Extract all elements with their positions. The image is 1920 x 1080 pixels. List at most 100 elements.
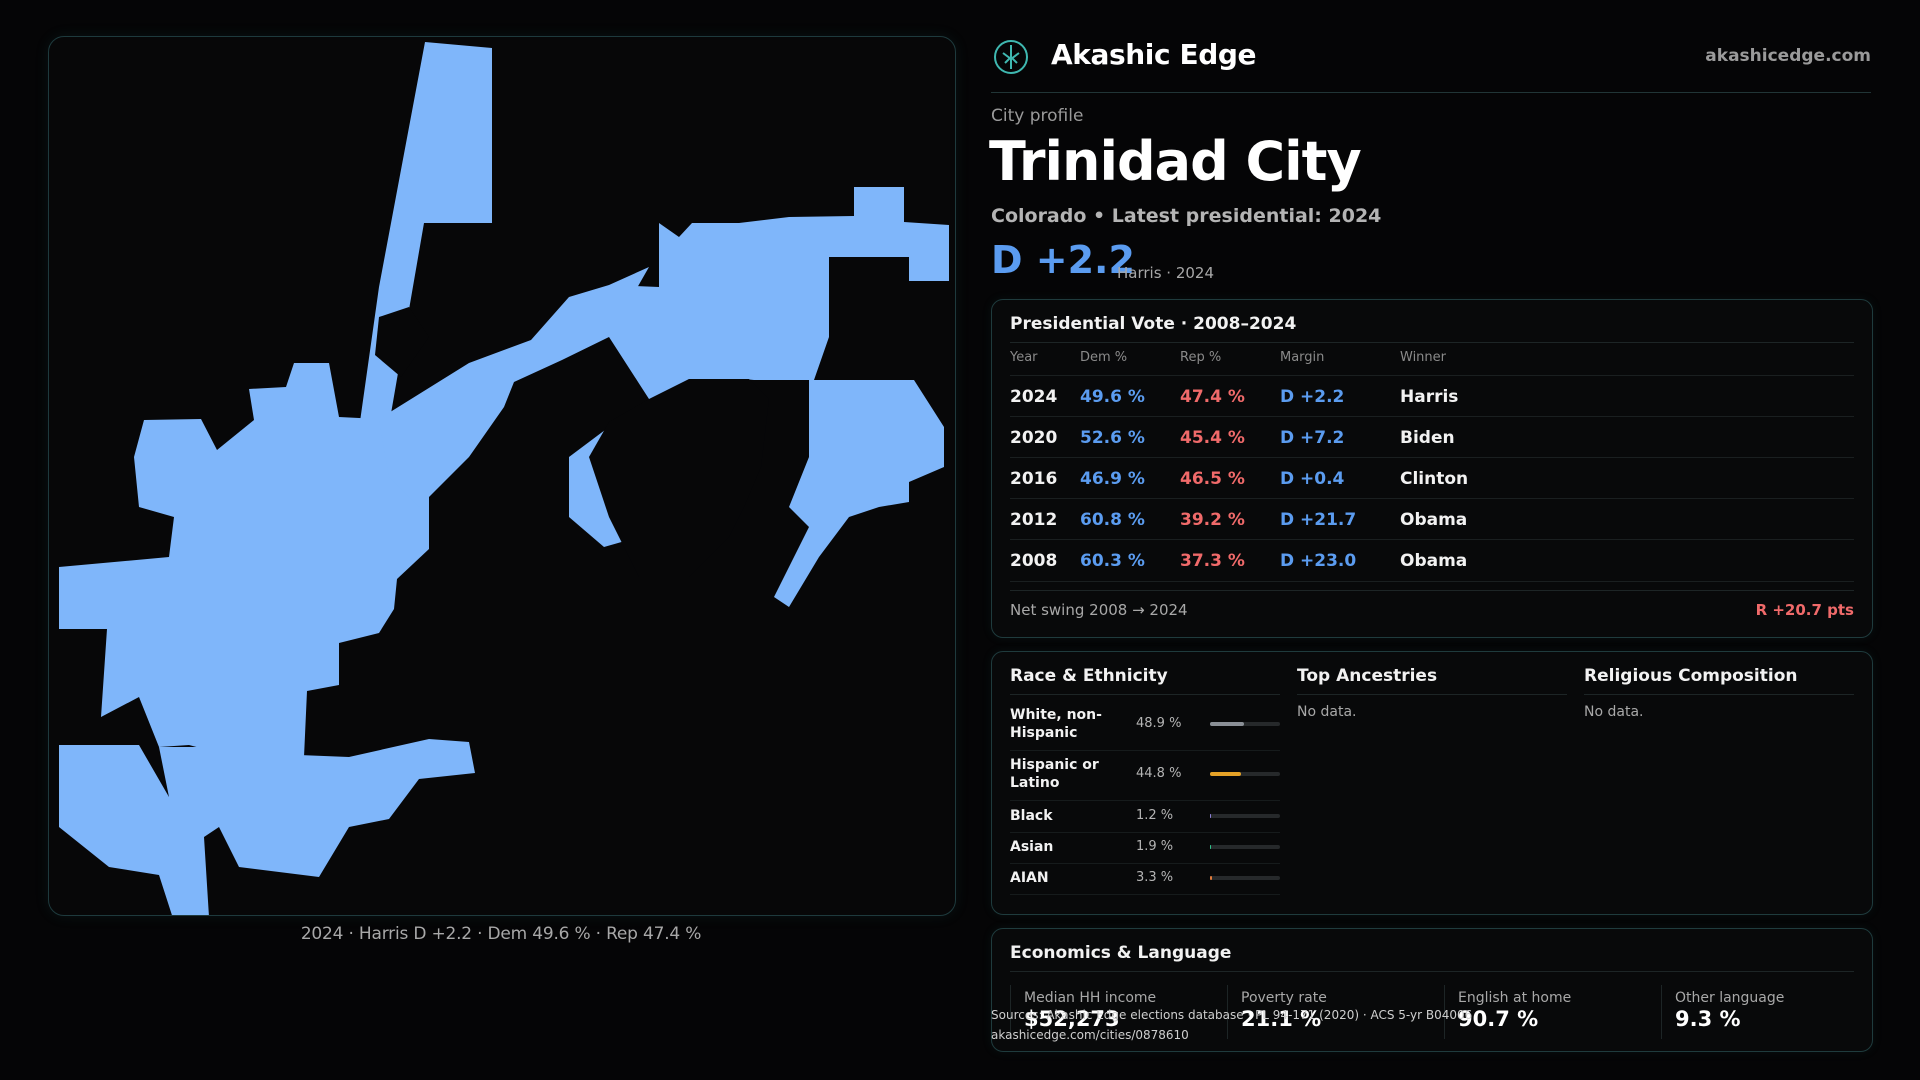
col-header-winner: Winner	[1400, 350, 1447, 365]
divider	[1584, 694, 1854, 695]
divider	[1010, 342, 1854, 343]
cell-rep: 37.3 %	[1180, 551, 1245, 571]
race-label: AIAN	[1010, 870, 1049, 886]
race-pct: 44.8 %	[1136, 766, 1182, 781]
economics-card: Economics & Language Median HH income $5…	[991, 928, 1873, 1052]
page-title: Trinidad City	[989, 130, 1362, 193]
sources-text: Sources: Akashic Edge elections database…	[991, 1008, 1473, 1022]
stat-value: 90.7 %	[1458, 1007, 1539, 1031]
cell-year: 2020	[1010, 428, 1058, 448]
col-header-rep: Rep %	[1180, 350, 1222, 365]
table-row: 2012 60.8 % 39.2 % D +21.7 Obama	[1010, 498, 1854, 540]
race-row: White, non-Hispanic 48.9 %	[1010, 702, 1280, 751]
divider	[1010, 590, 1854, 591]
race-bar-track	[1210, 845, 1280, 849]
margin-headline: D +2.2	[991, 238, 1135, 282]
card-title: Economics & Language	[1010, 943, 1232, 963]
cell-rep: 45.4 %	[1180, 428, 1245, 448]
stat-english-at-home: English at home 90.7 %	[1444, 983, 1654, 1041]
cell-dem: 60.3 %	[1080, 551, 1145, 571]
divider	[1661, 985, 1662, 1039]
col-header-margin: Margin	[1280, 350, 1325, 365]
cell-rep: 39.2 %	[1180, 510, 1245, 530]
stat-label: English at home	[1458, 990, 1572, 1006]
presidential-vote-card: Presidential Vote · 2008–2024 Year Dem %…	[991, 299, 1873, 638]
demographics-card: Race & Ethnicity White, non-Hispanic 48.…	[991, 651, 1873, 915]
source-url-link[interactable]: akashicedge.com/cities/0878610	[991, 1028, 1189, 1042]
net-swing-label: Net swing 2008 → 2024	[1010, 601, 1188, 619]
race-row: AIAN 3.3 %	[1010, 864, 1280, 895]
divider	[1297, 694, 1567, 695]
divider	[1010, 985, 1011, 1039]
city-boundary-map	[48, 36, 956, 916]
compass-tree-logo-icon	[994, 40, 1028, 74]
cell-margin: D +0.4	[1280, 469, 1345, 489]
divider	[1444, 985, 1445, 1039]
race-label: Hispanic or Latino	[1010, 757, 1099, 791]
margin-note: Harris · 2024	[1117, 264, 1215, 282]
table-row: 2020 52.6 % 45.4 % D +7.2 Biden	[1010, 416, 1854, 458]
race-bar-fill	[1210, 845, 1212, 849]
table-row: 2024 49.6 % 47.4 % D +2.2 Harris	[1010, 375, 1854, 417]
cell-winner: Obama	[1400, 551, 1468, 571]
cell-margin: D +2.2	[1280, 387, 1345, 407]
stat-value: $52,273	[1024, 1007, 1120, 1031]
divider	[1010, 694, 1280, 695]
race-bar-track	[1210, 876, 1280, 880]
race-row: Asian 1.9 %	[1010, 833, 1280, 864]
race-pct: 1.2 %	[1136, 808, 1174, 823]
section-title: Religious Composition	[1584, 666, 1798, 686]
stat-poverty-rate: Poverty rate 21.1 %	[1227, 983, 1437, 1041]
stat-label: Other language	[1675, 990, 1785, 1006]
table-row: 2008 60.3 % 37.3 % D +23.0 Obama	[1010, 539, 1854, 582]
brand-name: Akashic Edge	[1051, 38, 1257, 71]
race-bar-fill	[1210, 814, 1212, 818]
race-pct: 1.9 %	[1136, 839, 1174, 854]
map-caption: 2024 · Harris D +2.2 · Dem 49.6 % · Rep …	[300, 924, 702, 944]
race-label: Black	[1010, 808, 1053, 824]
stat-value: 9.3 %	[1675, 1007, 1741, 1031]
race-row: Black 1.2 %	[1010, 802, 1280, 833]
race-bar-track	[1210, 814, 1280, 818]
race-bar-fill	[1210, 876, 1213, 880]
divider	[1010, 971, 1854, 972]
empty-state: No data.	[1297, 704, 1357, 720]
race-bar-fill	[1210, 722, 1245, 726]
race-pct: 48.9 %	[1136, 716, 1182, 731]
stat-label: Median HH income	[1024, 990, 1157, 1006]
cell-year: 2012	[1010, 510, 1058, 530]
race-bar-fill	[1210, 772, 1242, 776]
cell-rep: 47.4 %	[1180, 387, 1245, 407]
race-label: Asian	[1010, 839, 1054, 855]
table-row: 2016 46.9 % 46.5 % D +0.4 Clinton	[1010, 457, 1854, 499]
ancestries-section: Top Ancestries No data.	[1297, 652, 1567, 914]
stat-label: Poverty rate	[1241, 990, 1327, 1006]
cell-margin: D +23.0	[1280, 551, 1357, 571]
net-swing-value: R +20.7 pts	[1755, 601, 1854, 619]
race-bar-track	[1210, 772, 1280, 776]
stat-other-language: Other language 9.3 %	[1661, 983, 1871, 1041]
cell-winner: Clinton	[1400, 469, 1469, 489]
cell-year: 2008	[1010, 551, 1058, 571]
race-label: White, non-Hispanic	[1010, 707, 1102, 741]
cell-margin: D +21.7	[1280, 510, 1357, 530]
cell-winner: Obama	[1400, 510, 1468, 530]
race-pct: 3.3 %	[1136, 870, 1174, 885]
cell-dem: 49.6 %	[1080, 387, 1145, 407]
section-title: Race & Ethnicity	[1010, 666, 1168, 686]
cell-year: 2016	[1010, 469, 1058, 489]
stat-value: 21.1 %	[1241, 1007, 1322, 1031]
cell-winner: Biden	[1400, 428, 1455, 448]
empty-state: No data.	[1584, 704, 1644, 720]
cell-dem: 46.9 %	[1080, 469, 1145, 489]
source-footer: Sources: Akashic Edge elections database…	[991, 1005, 1472, 1045]
col-header-dem: Dem %	[1080, 350, 1128, 365]
cell-year: 2024	[1010, 387, 1058, 407]
profile-subtitle: Colorado • Latest presidential: 2024	[991, 205, 1382, 227]
site-link[interactable]: akashicedge.com	[1705, 46, 1871, 66]
col-header-year: Year	[1010, 350, 1038, 365]
profile-kicker: City profile	[991, 106, 1084, 126]
cell-dem: 60.8 %	[1080, 510, 1145, 530]
stat-median-income: Median HH income $52,273	[1010, 983, 1220, 1041]
city-boundary-shape	[59, 42, 949, 915]
